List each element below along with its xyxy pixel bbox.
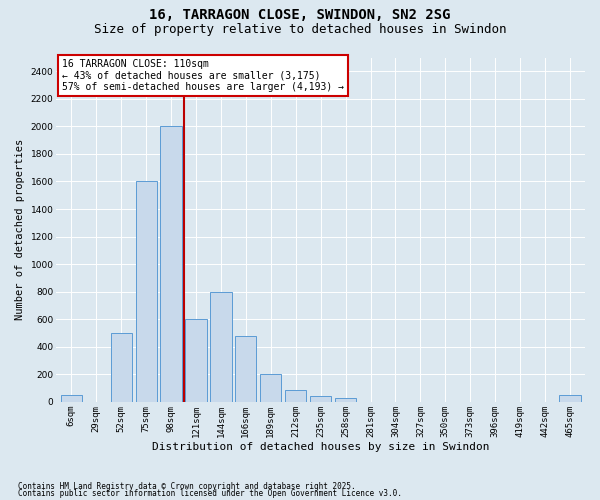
Bar [110,333,132,402]
Bar [136,182,157,402]
Bar [160,126,182,402]
Bar [185,320,206,402]
Bar [285,390,307,402]
Bar [61,395,82,402]
Bar [260,374,281,402]
Text: 16, TARRAGON CLOSE, SWINDON, SN2 2SG: 16, TARRAGON CLOSE, SWINDON, SN2 2SG [149,8,451,22]
Y-axis label: Number of detached properties: Number of detached properties [15,139,25,320]
Bar [310,396,331,402]
Bar [335,398,356,402]
Bar [211,292,232,402]
Text: Contains public sector information licensed under the Open Government Licence v3: Contains public sector information licen… [18,490,402,498]
Text: 16 TARRAGON CLOSE: 110sqm
← 43% of detached houses are smaller (3,175)
57% of se: 16 TARRAGON CLOSE: 110sqm ← 43% of detac… [62,59,344,92]
Bar [559,395,581,402]
X-axis label: Distribution of detached houses by size in Swindon: Distribution of detached houses by size … [152,442,490,452]
Text: Size of property relative to detached houses in Swindon: Size of property relative to detached ho… [94,22,506,36]
Bar [235,336,256,402]
Text: Contains HM Land Registry data © Crown copyright and database right 2025.: Contains HM Land Registry data © Crown c… [18,482,356,491]
